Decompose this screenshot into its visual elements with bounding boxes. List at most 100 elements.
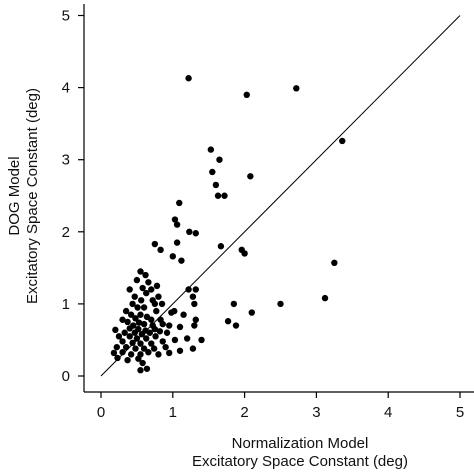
data-point (131, 293, 138, 300)
data-point (134, 304, 141, 311)
x-tick-label: 5 (456, 404, 464, 421)
data-point (185, 286, 192, 293)
data-point (159, 338, 166, 345)
data-point (248, 309, 255, 316)
data-point (148, 340, 155, 347)
data-point (178, 257, 185, 264)
data-point (212, 181, 220, 189)
data-point (137, 311, 144, 318)
data-point (133, 276, 141, 284)
data-point (166, 349, 173, 357)
data-point (138, 330, 146, 338)
data-point (119, 349, 126, 356)
data-point (168, 309, 175, 316)
data-point (171, 336, 179, 344)
data-point (145, 279, 152, 286)
x-tick-label: 4 (384, 404, 392, 421)
y-tick-label: 5 (62, 8, 70, 25)
data-point (293, 85, 300, 92)
data-point (132, 345, 139, 352)
data-point (153, 282, 161, 290)
x-axis-label-line2: Excitatory Space Constant (deg) (192, 453, 408, 470)
x-tick-label: 1 (169, 404, 177, 421)
data-point (112, 326, 119, 334)
data-point (162, 343, 169, 351)
data-point (143, 335, 150, 342)
data-point (145, 349, 152, 356)
data-point (110, 349, 118, 357)
y-axis-label-line1: DOG Model (6, 156, 23, 235)
data-point (142, 271, 149, 279)
data-point (119, 316, 126, 323)
data-point (173, 239, 181, 246)
data-point (232, 322, 240, 329)
data-point (133, 335, 141, 342)
data-point (207, 146, 215, 153)
data-point (148, 316, 155, 323)
data-point (176, 199, 183, 207)
data-point (152, 333, 159, 340)
data-point (166, 322, 173, 329)
data-point (171, 216, 179, 223)
data-point (140, 345, 148, 352)
data-point (146, 329, 154, 336)
data-point (243, 91, 250, 99)
data-point (191, 300, 198, 308)
data-point (115, 333, 123, 340)
data-point (148, 286, 155, 293)
data-point (143, 289, 150, 297)
data-point (124, 318, 131, 326)
y-axis-label-line2: Excitatory Space Constant (deg) (24, 88, 41, 304)
chart-axes (83, 4, 474, 393)
data-point (126, 286, 133, 293)
data-point (135, 355, 142, 362)
data-point (241, 250, 248, 257)
x-axis-label-line1: Normalization Model (232, 435, 369, 452)
data-point (186, 228, 193, 235)
data-point (230, 300, 238, 308)
data-point (209, 168, 216, 176)
data-point (138, 297, 145, 304)
data-point (217, 243, 225, 250)
data-point (151, 325, 159, 333)
data-point (176, 347, 184, 354)
tick-marks (78, 14, 461, 398)
data-point (155, 351, 162, 358)
data-point (140, 320, 148, 328)
data-point (153, 307, 160, 315)
data-point (183, 335, 191, 342)
data-point (216, 156, 223, 163)
y-tick-label: 4 (62, 80, 70, 97)
data-point (114, 354, 121, 362)
data-point (224, 318, 232, 325)
y-tick-label: 2 (62, 224, 70, 241)
data-point (331, 259, 338, 267)
data-point (157, 246, 164, 254)
data-point (137, 340, 144, 347)
data-point (159, 320, 166, 328)
data-point (189, 345, 197, 352)
data-point (221, 192, 228, 199)
data-point (192, 230, 199, 237)
data-point (127, 351, 135, 358)
x-tick-label: 3 (312, 404, 320, 421)
data-point (124, 356, 131, 364)
data-point (151, 300, 159, 308)
data-point (169, 253, 176, 260)
data-point (126, 325, 133, 332)
data-point (132, 315, 139, 322)
identity-reference-line (100, 15, 461, 377)
data-point (122, 307, 130, 315)
data-point (158, 300, 166, 308)
y-tick-label: 3 (62, 152, 70, 169)
data-point (131, 329, 138, 336)
x-tick-label: 2 (240, 404, 248, 421)
data-points (110, 75, 346, 374)
y-tick-label: 0 (62, 368, 70, 385)
data-point (192, 286, 199, 293)
data-point (121, 329, 128, 336)
data-point (155, 293, 162, 300)
data-point (198, 336, 205, 344)
data-point (163, 329, 171, 336)
data-point (122, 343, 130, 351)
